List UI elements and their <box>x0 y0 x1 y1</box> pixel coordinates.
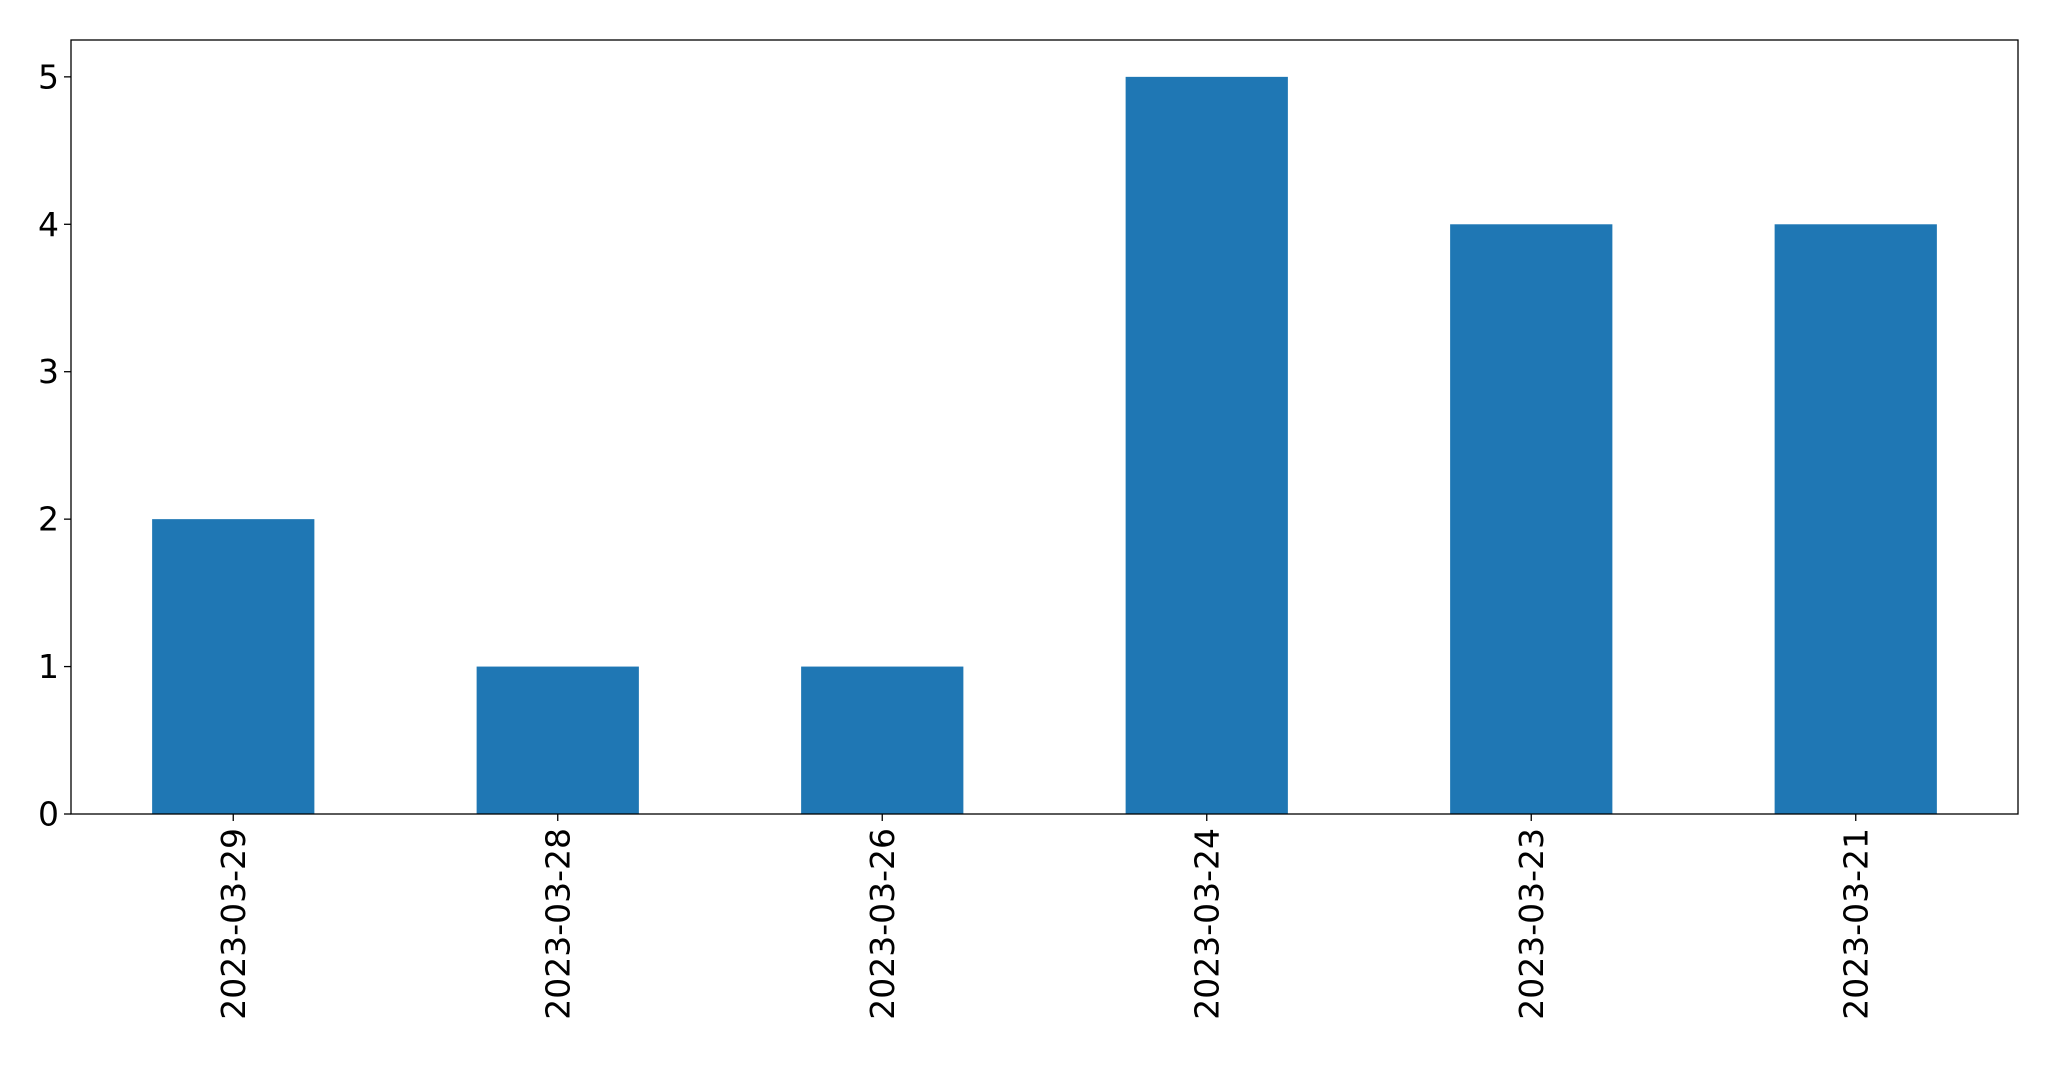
bar-2023-03-21 <box>1774 224 1937 815</box>
x-tick-label: 2023-03-24 <box>1187 828 1226 1020</box>
y-tick-label: 0 <box>38 795 59 834</box>
x-tick-label: 2023-03-28 <box>538 828 577 1020</box>
y-tick-label: 1 <box>38 647 59 686</box>
bar-2023-03-29 <box>152 519 315 814</box>
plot-frame <box>70 39 2019 815</box>
y-tick-label: 3 <box>38 352 59 391</box>
x-tick-label: 2023-03-21 <box>1836 828 1875 1020</box>
x-axis: 2023-03-29 2023-03-28 2023-03-26 2023-03-24… <box>214 814 1875 1020</box>
bar-2023-03-28 <box>476 666 639 814</box>
x-tick-label: 2023-03-29 <box>214 828 253 1020</box>
y-tick-label: 4 <box>38 205 59 244</box>
x-tick-label: 2023-03-23 <box>1512 828 1551 1020</box>
x-tick-label: 2023-03-26 <box>863 828 902 1020</box>
y-tick-label: 2 <box>38 500 59 539</box>
bar-2023-03-24 <box>1125 76 1288 815</box>
y-axis: 0 1 2 3 4 5 <box>38 57 71 834</box>
bar-2023-03-26 <box>801 666 964 814</box>
bar-2023-03-23 <box>1450 224 1613 815</box>
bars-group <box>152 76 1937 815</box>
y-tick-label: 5 <box>38 57 59 96</box>
